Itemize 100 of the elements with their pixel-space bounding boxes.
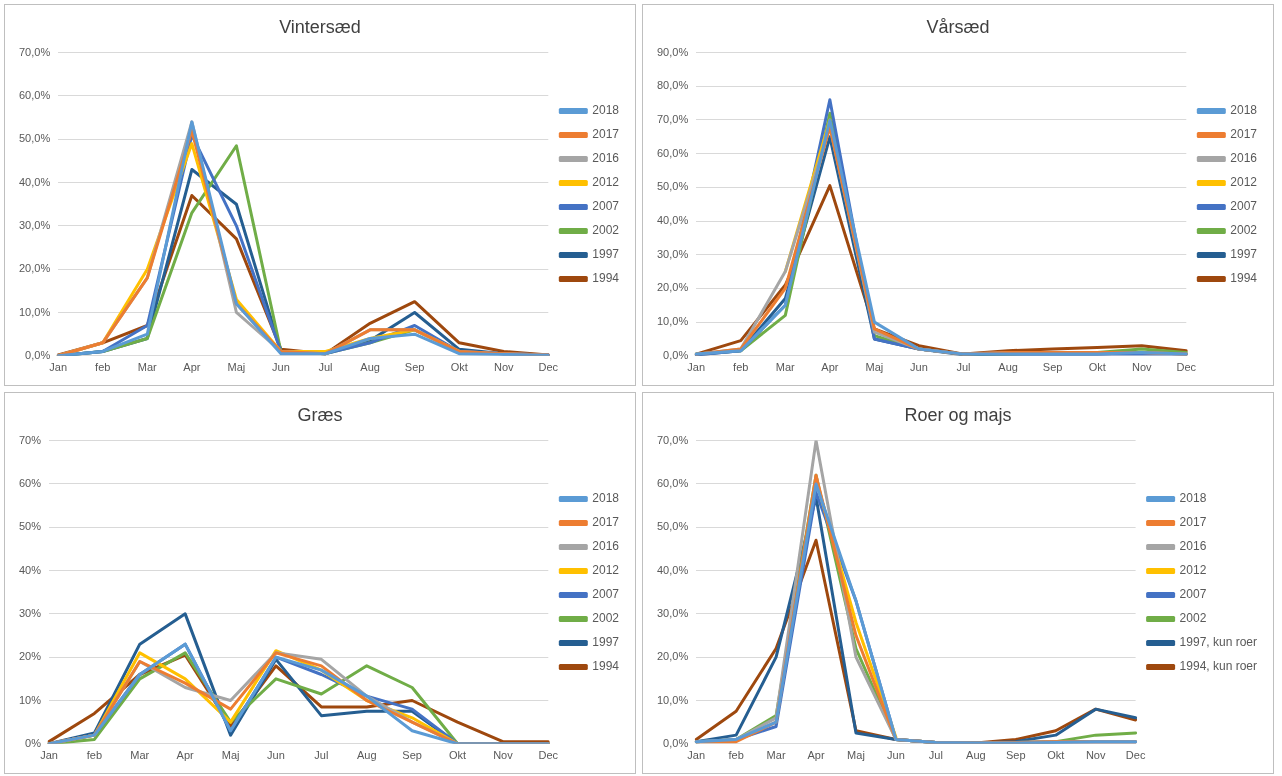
legend-label: 2018 (1179, 491, 1207, 506)
y-tick-label: 20,0% (656, 650, 689, 663)
x-tick-label: Maj (221, 749, 240, 762)
chart-title: Græs (297, 404, 343, 425)
x-tick-label: Aug (998, 361, 1018, 374)
legend-label: 1997, kun roer (1179, 635, 1258, 650)
legend-label: 2007 (1179, 587, 1207, 602)
x-tick-label: Okt (450, 361, 468, 374)
y-tick-label: 0,0% (663, 736, 689, 749)
y-tick-label: 70,0% (18, 45, 51, 58)
x-tick-label: Apr (821, 361, 839, 374)
x-tick-label: Jan (687, 361, 706, 374)
legend-label: 2012 (592, 563, 620, 578)
legend-label: 2018 (592, 103, 620, 118)
y-tick-label: 40% (18, 563, 42, 576)
y-tick-label: 0,0% (25, 348, 51, 361)
x-tick-label: Sep (1005, 749, 1026, 762)
x-tick-label: Jul (956, 361, 971, 374)
x-tick-label: Sep (1042, 361, 1063, 374)
x-tick-label: Mar (766, 749, 786, 762)
x-tick-label: Jan (40, 749, 58, 762)
y-tick-label: 60% (18, 476, 42, 489)
x-tick-label: Apr (176, 749, 195, 762)
chart-title: Vårsæd (926, 16, 990, 37)
legend-label: 2007 (1230, 199, 1258, 214)
legend-label: 2017 (592, 515, 620, 530)
legend-label: 1994 (1230, 271, 1258, 286)
x-tick-label: feb (728, 749, 744, 762)
x-tick-label: feb (95, 361, 111, 374)
legend-label: 2016 (592, 539, 620, 554)
legend-label: 2002 (592, 223, 620, 238)
x-tick-label: Dec (538, 749, 559, 762)
x-tick-label: Jul (318, 361, 333, 374)
x-tick-label: Nov (1131, 361, 1153, 374)
x-tick-label: Apr (807, 749, 825, 762)
chart-title: Vintersæd (279, 16, 361, 37)
y-tick-label: 70% (18, 433, 42, 446)
y-tick-label: 30,0% (656, 606, 689, 619)
legend-label: 1994 (592, 271, 620, 286)
x-tick-label: Dec (1125, 749, 1146, 762)
x-tick-label: Mar (775, 361, 796, 374)
y-tick-label: 90,0% (656, 45, 689, 58)
legend-label: 2017 (1230, 127, 1258, 142)
x-tick-label: Okt (1088, 361, 1106, 374)
x-tick-label: feb (733, 361, 749, 374)
x-tick-label: Aug (966, 749, 986, 762)
y-tick-label: 20% (18, 650, 42, 663)
y-tick-label: 80,0% (656, 79, 689, 92)
legend-label: 1994 (592, 659, 620, 674)
legend-label: 2012 (592, 175, 620, 190)
x-tick-label: Dec (1176, 361, 1197, 374)
y-tick-label: 60,0% (656, 476, 689, 489)
y-tick-label: 40,0% (656, 563, 689, 576)
y-tick-label: 30,0% (656, 247, 689, 260)
legend-label: 1997 (592, 247, 620, 262)
y-tick-label: 0% (25, 736, 42, 749)
x-tick-label: Maj (847, 749, 865, 762)
x-tick-label: Jun (267, 749, 285, 762)
legend-label: 2002 (1179, 611, 1207, 626)
y-tick-label: 60,0% (18, 88, 51, 101)
legend-label: 2002 (592, 611, 620, 626)
x-tick-label: Jun (272, 361, 290, 374)
legend-label: 2012 (1230, 175, 1258, 190)
x-tick-label: Jun (910, 361, 928, 374)
y-tick-label: 10,0% (656, 315, 689, 328)
y-tick-label: 50% (18, 520, 42, 533)
x-tick-label: Jan (687, 749, 706, 762)
x-tick-label: Maj (865, 361, 884, 374)
x-tick-label: Mar (137, 361, 158, 374)
legend-label: 2017 (592, 127, 620, 142)
x-tick-label: Apr (183, 361, 201, 374)
legend-label: 1997 (1230, 247, 1258, 262)
legend-label: 1997 (592, 635, 620, 650)
x-tick-label: Aug (356, 749, 377, 762)
legend-label: 2002 (1230, 223, 1258, 238)
x-tick-label: Sep (402, 749, 422, 762)
x-tick-label: Nov (1085, 749, 1106, 762)
x-tick-label: feb (86, 749, 103, 762)
y-tick-label: 30,0% (18, 218, 51, 231)
y-tick-label: 50,0% (18, 132, 51, 145)
y-tick-label: 30% (18, 606, 42, 619)
y-tick-label: 20,0% (18, 262, 51, 275)
x-tick-label: Jul (928, 749, 943, 762)
legend-label: 2016 (1179, 539, 1207, 554)
legend-label: 2017 (1179, 515, 1207, 530)
y-tick-label: 60,0% (656, 146, 689, 159)
chart-title: Roer og majs (904, 404, 1012, 425)
y-tick-label: 0,0% (663, 348, 689, 361)
x-tick-label: Sep (404, 361, 425, 374)
y-tick-label: 10,0% (18, 305, 51, 318)
legend-label: 2012 (1179, 563, 1207, 578)
y-tick-label: 50,0% (656, 520, 689, 533)
x-tick-label: Dec (538, 361, 559, 374)
x-tick-label: Jul (314, 749, 329, 762)
legend-label: 2007 (592, 199, 620, 214)
legend-label: 2018 (592, 491, 620, 506)
x-tick-label: Jun (887, 749, 905, 762)
x-tick-label: Maj (227, 361, 246, 374)
x-tick-label: Okt (1047, 749, 1065, 762)
y-tick-label: 40,0% (656, 214, 689, 227)
